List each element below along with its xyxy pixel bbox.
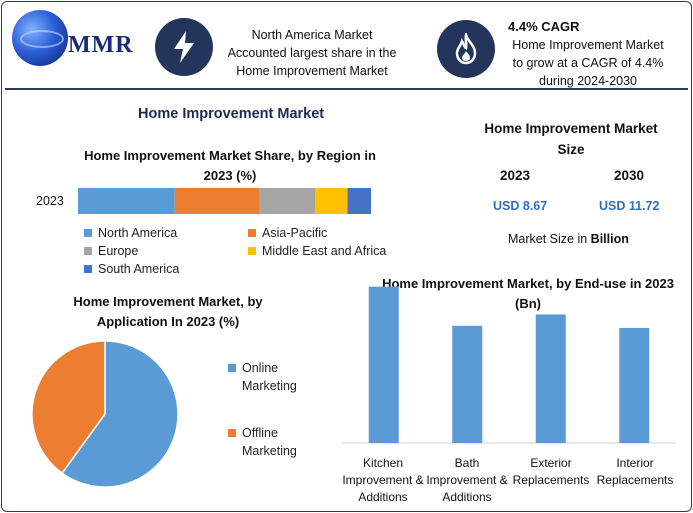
bar-segment-north-america [78, 188, 175, 214]
legend-swatch [84, 247, 92, 255]
legend-middle-east-africa: Middle East and Africa [248, 244, 386, 258]
legend-south-america: South America [84, 262, 179, 276]
region-chart-title: Home Improvement Market Share, by Region… [84, 148, 376, 183]
region-category-label: 2023 [36, 194, 64, 208]
header-divider [5, 88, 688, 90]
category-kitchen: Kitchen Improvement & Additions [342, 456, 424, 504]
category-exterior: Exterior Replacements [512, 456, 590, 487]
legend-offline-marketing: Offline Marketing [228, 424, 312, 460]
category-bath: Bath Improvement & Additions [426, 456, 508, 504]
unit-note-text: Market Size in [508, 232, 591, 246]
application-chart-title: Home Improvement Market, by Application … [73, 294, 263, 329]
note-line: North America Market [251, 28, 373, 42]
legend-label: Offline Marketing [242, 426, 297, 458]
legend-label: South America [98, 262, 180, 276]
end-use-chart-title: Home Improvement Market, by End-use in 2… [382, 276, 674, 311]
value-2023: USD 8.67 [493, 199, 548, 213]
unit-note-bold: Billion [590, 232, 629, 246]
year-2030-label: 2030 [614, 168, 645, 183]
legend-europe: Europe [84, 244, 138, 258]
legend-label: Asia-Pacific [262, 226, 328, 240]
size-title-line: Size [557, 142, 585, 157]
legend-swatch [228, 364, 236, 372]
bar-segment-asia-pacific [174, 188, 260, 214]
bar-segment-middle-east-and-africa [315, 188, 348, 214]
cagr-title: 4.4% CAGR [508, 19, 580, 34]
legend-swatch [84, 265, 92, 273]
size-panel-title: Home Improvement Market Size [466, 118, 676, 160]
globe-logo-icon [12, 10, 68, 66]
cagr-note: 4.4% CAGR Home Improvement Market to gro… [494, 18, 682, 90]
flame-icon [437, 20, 495, 78]
legend-swatch [248, 247, 256, 255]
note-line: Home Improvement Market [236, 64, 388, 78]
pie-slice-offline-marketing [31, 340, 106, 475]
bar-4 [619, 327, 650, 443]
application-pie-chart [31, 340, 179, 488]
bar-3 [535, 314, 566, 443]
year-2023-label: 2023 [500, 168, 531, 183]
category-interior: Interior Replacements [596, 456, 674, 487]
bar-segment-south-america [347, 188, 371, 214]
value-2030: USD 11.72 [599, 199, 660, 213]
legend-label: Middle East and Africa [262, 244, 387, 258]
legend-online-marketing: Online Marketing [228, 359, 312, 395]
note-line: to grow at a CAGR of 4.4% [512, 56, 664, 70]
north-america-note: North America Market Accounted largest s… [214, 26, 410, 80]
note-line: Home Improvement Market [512, 38, 664, 52]
page-title: Home Improvement Market [138, 106, 325, 122]
bar-2 [452, 325, 483, 443]
legend-swatch [248, 229, 256, 237]
bar-1 [368, 286, 399, 443]
legend-label: North America [98, 226, 178, 240]
legend-swatch [84, 229, 92, 237]
lightning-icon [155, 18, 213, 76]
note-line: during 2024-2030 [539, 74, 637, 88]
legend-north-america: North America [84, 226, 177, 240]
legend-asia-pacific: Asia-Pacific [248, 226, 327, 240]
legend-label: Online Marketing [242, 361, 297, 393]
bar-segment-europe [259, 188, 316, 214]
size-title-line: Home Improvement Market [484, 121, 658, 136]
legend-label: Europe [98, 244, 139, 258]
size-unit-note: Market Size in Billion [508, 232, 629, 246]
pie-slice-online-marketing [61, 340, 179, 488]
note-line: Accounted largest share in the [227, 46, 397, 60]
legend-swatch [228, 429, 236, 437]
brand-logo: MMR [68, 32, 134, 58]
